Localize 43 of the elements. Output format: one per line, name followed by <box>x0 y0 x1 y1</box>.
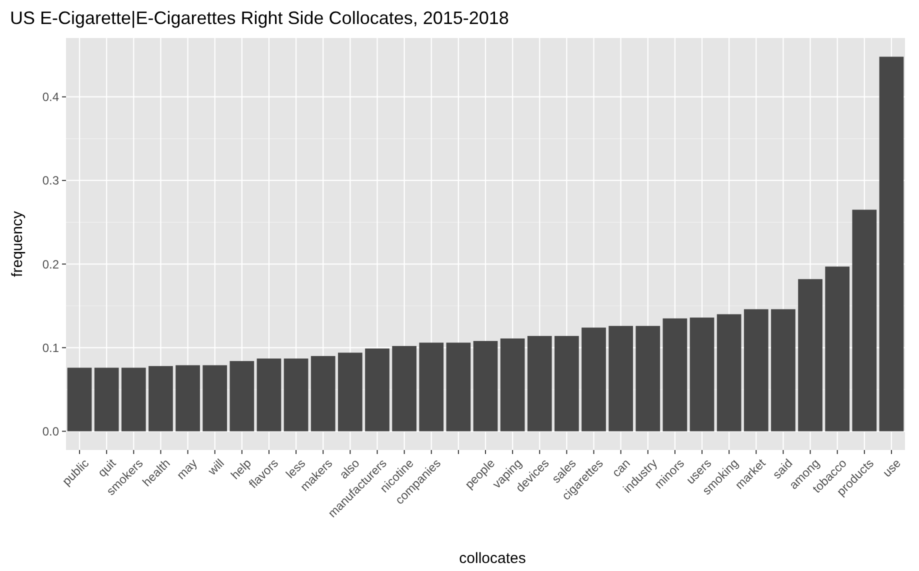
bar <box>446 342 471 432</box>
bar <box>338 352 362 432</box>
bar <box>392 346 416 432</box>
bar <box>716 314 742 432</box>
bar <box>798 279 822 432</box>
bar <box>744 309 768 432</box>
bar <box>527 336 552 432</box>
bar <box>852 210 877 432</box>
x-tick-label: may <box>174 456 200 482</box>
bar <box>202 365 228 432</box>
y-tick-label: 0.2 <box>42 257 60 272</box>
bar <box>500 338 525 432</box>
y-axis-title: frequency <box>9 210 26 277</box>
bar <box>608 326 633 432</box>
bar <box>365 348 390 432</box>
x-tick-label: said <box>770 456 796 482</box>
bar <box>582 328 606 432</box>
bar <box>284 358 308 432</box>
bar <box>662 318 688 432</box>
y-tick-label: 0.4 <box>42 90 60 104</box>
bar <box>67 368 92 432</box>
bar <box>771 309 796 432</box>
y-tick-label: 0.0 <box>42 424 60 438</box>
bar <box>554 336 579 432</box>
x-tick-label: use <box>880 456 904 480</box>
bar <box>256 358 282 432</box>
bar <box>94 368 119 432</box>
y-tick-label: 0.3 <box>42 174 60 188</box>
bar <box>310 356 336 432</box>
bar <box>690 318 714 432</box>
chart-title: US E-Cigarette|E-Cigarettes Right Side Collocates, 2015-2018 <box>10 8 509 28</box>
bar <box>176 365 200 432</box>
bar <box>825 266 850 432</box>
bar <box>879 56 904 432</box>
bar <box>636 326 660 432</box>
y-tick-label: 0.1 <box>42 340 60 355</box>
bar <box>230 361 254 432</box>
x-tick-label: will <box>204 456 227 479</box>
x-axis-title: collocates <box>459 550 526 567</box>
bar <box>473 340 498 432</box>
bar <box>148 366 173 432</box>
bar <box>419 342 444 432</box>
bar <box>121 368 146 432</box>
